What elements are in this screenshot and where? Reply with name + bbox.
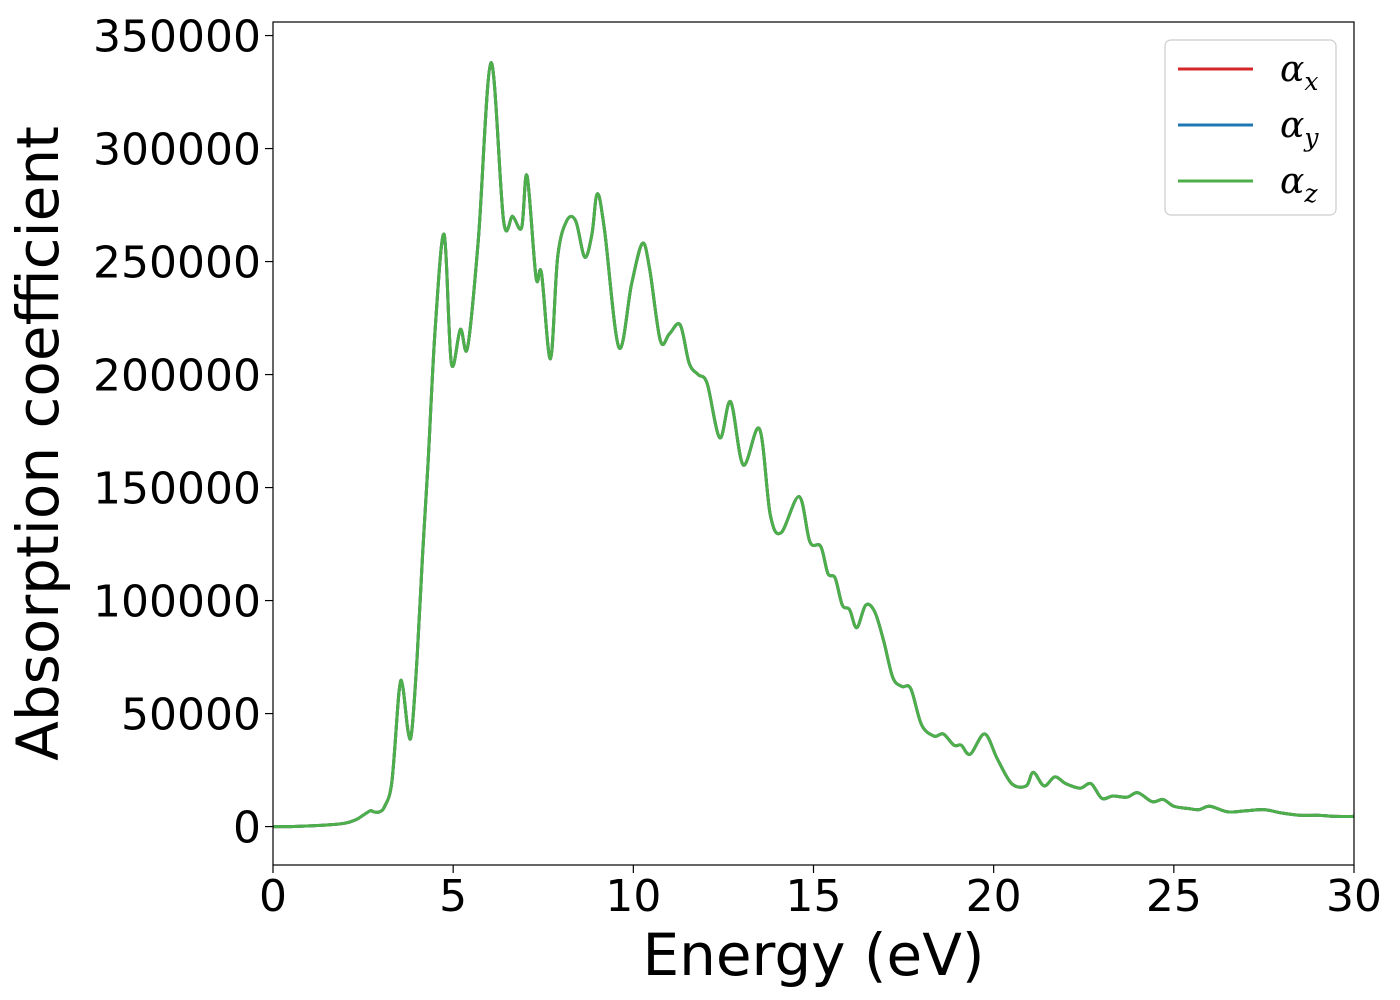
x-tick-label: 25 xyxy=(1146,871,1202,922)
legend-box xyxy=(1164,39,1337,216)
legend-label: αx xyxy=(1280,49,1318,96)
legend: αx αy αz xyxy=(1164,39,1337,216)
y-tick-label: 100000 xyxy=(93,577,261,628)
y-tick-label: 300000 xyxy=(93,125,261,176)
plot-area xyxy=(272,61,1355,829)
y-tick-label: 250000 xyxy=(93,238,261,289)
y-tick-label: 50000 xyxy=(121,690,261,741)
series-line-alpha-z xyxy=(272,61,1355,829)
legend-label: αy xyxy=(1280,105,1319,152)
x-tick-label: 10 xyxy=(605,871,661,922)
y-tick-label: 150000 xyxy=(93,464,261,515)
y-tick-label: 0 xyxy=(233,803,261,854)
x-tick-label: 15 xyxy=(786,871,842,922)
x-axis-label: Energy (eV) xyxy=(642,921,984,989)
y-axis-ticks: 0 50000 100000 150000 200000 250000 300000 3500… xyxy=(93,12,273,854)
x-tick-label: 20 xyxy=(966,871,1022,922)
x-axis-ticks: 0 5 10 15 20 25 30 xyxy=(259,865,1382,922)
x-tick-label: 30 xyxy=(1326,871,1382,922)
y-tick-label: 200000 xyxy=(93,351,261,402)
legend-label: αz xyxy=(1280,161,1318,208)
y-axis-label: Absorption coefficient xyxy=(4,126,72,761)
x-tick-label: 0 xyxy=(259,871,287,922)
x-tick-label: 5 xyxy=(439,871,467,922)
y-tick-label: 350000 xyxy=(93,12,261,63)
